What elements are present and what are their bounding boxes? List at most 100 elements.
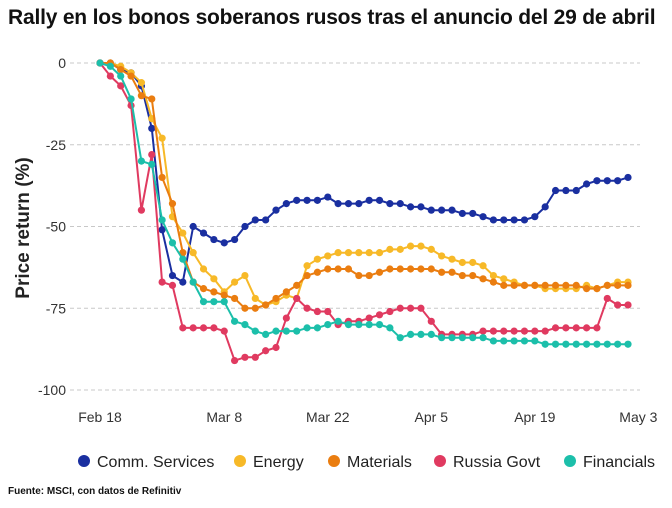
data-point-financials bbox=[220, 298, 228, 306]
data-point-russia-govt bbox=[624, 301, 632, 309]
data-point-comm-services bbox=[458, 209, 466, 218]
data-point-russia-govt bbox=[531, 327, 539, 335]
data-point-comm-services bbox=[510, 216, 518, 224]
x-tick-label: Mar 22 bbox=[306, 409, 350, 425]
series-russia-govt bbox=[96, 59, 632, 365]
data-point-comm-services bbox=[541, 203, 549, 211]
data-point-materials bbox=[458, 271, 466, 280]
data-point-comm-services bbox=[199, 229, 208, 237]
x-tick-label: Feb 18 bbox=[78, 409, 122, 425]
legend-label: Comm. Services bbox=[97, 454, 214, 471]
data-point-materials bbox=[438, 268, 446, 276]
data-point-comm-services bbox=[406, 203, 415, 211]
data-point-comm-services bbox=[158, 226, 166, 234]
data-point-comm-services bbox=[489, 216, 498, 224]
data-point-comm-services bbox=[386, 200, 394, 208]
data-point-financials bbox=[448, 334, 456, 342]
legend-marker bbox=[234, 455, 246, 467]
data-point-financials bbox=[282, 327, 290, 335]
y-tick-label: -75 bbox=[46, 300, 66, 316]
data-point-materials bbox=[293, 281, 301, 289]
data-point-financials bbox=[624, 340, 632, 348]
data-point-russia-govt bbox=[603, 294, 611, 303]
data-point-russia-govt bbox=[148, 150, 156, 159]
data-point-materials bbox=[448, 268, 456, 276]
axis-labels: 0 -25 -50 -75 -100 Feb 18 Mar 8 Mar 22 Apr 5 Apr … bbox=[38, 55, 658, 425]
data-point-russia-govt bbox=[251, 353, 259, 361]
chart-title: Rally en los bonos soberanos rusos tras … bbox=[8, 6, 656, 29]
legend-marker bbox=[328, 455, 340, 467]
data-point-russia-govt bbox=[230, 356, 239, 365]
legend-label: Financials bbox=[583, 454, 655, 471]
data-point-russia-govt bbox=[365, 314, 373, 322]
data-point-comm-services bbox=[282, 200, 290, 208]
data-point-materials bbox=[355, 271, 363, 280]
data-point-financials bbox=[168, 239, 177, 247]
data-point-energy bbox=[199, 265, 208, 273]
data-point-comm-services bbox=[551, 186, 560, 195]
legend-item-financials: Financials bbox=[564, 454, 655, 471]
data-point-comm-services bbox=[614, 177, 622, 185]
data-point-materials bbox=[241, 304, 249, 312]
data-point-materials bbox=[541, 281, 549, 289]
legend-item-russia-govt: Russia Govt bbox=[434, 454, 541, 471]
legend-marker bbox=[564, 455, 576, 467]
x-tick-label: Apr 5 bbox=[415, 409, 449, 425]
data-point-energy bbox=[396, 245, 404, 253]
data-point-financials bbox=[324, 321, 332, 329]
series-line-financials bbox=[99, 62, 628, 346]
data-point-financials bbox=[199, 298, 208, 306]
data-point-russia-govt bbox=[479, 327, 487, 335]
data-point-russia-govt bbox=[541, 327, 549, 335]
legend-label: Materials bbox=[347, 454, 412, 471]
data-point-materials bbox=[500, 281, 508, 289]
data-point-comm-services bbox=[520, 216, 529, 224]
data-point-comm-services bbox=[168, 271, 177, 280]
data-point-russia-govt bbox=[313, 307, 322, 316]
data-point-russia-govt bbox=[303, 304, 311, 312]
data-point-financials bbox=[572, 340, 580, 348]
data-point-energy bbox=[417, 242, 425, 250]
data-point-comm-services bbox=[293, 196, 301, 204]
data-point-materials bbox=[520, 281, 529, 289]
data-point-materials bbox=[168, 200, 177, 208]
data-point-russia-govt bbox=[189, 324, 197, 332]
data-point-russia-govt bbox=[520, 327, 529, 335]
y-tick-label: -100 bbox=[38, 382, 66, 398]
data-point-financials bbox=[96, 59, 104, 67]
data-point-materials bbox=[479, 275, 487, 283]
data-point-financials bbox=[117, 72, 125, 80]
data-point-financials bbox=[355, 321, 363, 329]
data-point-energy bbox=[375, 249, 384, 257]
data-point-russia-govt bbox=[386, 307, 394, 316]
data-point-comm-services bbox=[417, 203, 425, 211]
data-point-russia-govt bbox=[106, 72, 114, 80]
x-tick-label: Apr 19 bbox=[514, 409, 555, 425]
data-point-energy bbox=[365, 249, 373, 257]
data-point-materials bbox=[469, 271, 477, 280]
data-point-energy bbox=[427, 245, 435, 253]
data-point-financials bbox=[293, 327, 301, 335]
data-point-financials bbox=[230, 317, 239, 325]
data-point-financials bbox=[520, 337, 529, 345]
data-point-financials bbox=[479, 334, 487, 342]
data-point-financials bbox=[614, 340, 622, 348]
data-point-financials bbox=[375, 321, 384, 329]
data-point-financials bbox=[458, 334, 466, 342]
series-energy bbox=[96, 59, 632, 309]
data-point-comm-services bbox=[562, 186, 570, 195]
data-point-materials bbox=[272, 294, 280, 303]
data-point-energy bbox=[500, 275, 508, 283]
data-point-russia-govt bbox=[551, 324, 560, 332]
data-point-financials bbox=[313, 324, 322, 332]
data-point-energy bbox=[230, 278, 239, 286]
data-point-comm-services bbox=[324, 193, 332, 201]
data-point-materials bbox=[365, 271, 373, 280]
data-point-materials bbox=[230, 294, 239, 303]
data-point-comm-services bbox=[179, 278, 187, 286]
data-point-financials bbox=[127, 95, 135, 103]
data-point-comm-services bbox=[148, 124, 156, 132]
data-point-financials bbox=[562, 340, 570, 348]
data-point-comm-services bbox=[500, 216, 508, 224]
data-point-comm-services bbox=[262, 216, 270, 224]
